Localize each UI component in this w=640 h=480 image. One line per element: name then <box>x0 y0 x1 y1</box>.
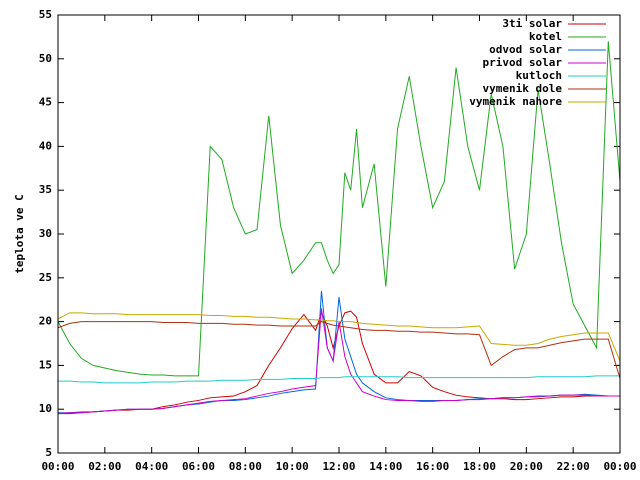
x-tick-label: 00:00 <box>603 460 636 473</box>
legend-label: vymenik nahore <box>469 95 562 108</box>
y-tick-label: 20 <box>39 315 52 328</box>
x-tick-label: 14:00 <box>369 460 402 473</box>
x-tick-label: 12:00 <box>322 460 355 473</box>
y-tick-label: 15 <box>39 358 52 371</box>
y-tick-label: 40 <box>39 139 52 152</box>
series-line <box>57 41 621 377</box>
plot-frame <box>57 14 621 454</box>
x-tick-label: 18:00 <box>463 460 496 473</box>
x-tick-label: 08:00 <box>229 460 262 473</box>
y-tick-label: 30 <box>39 227 52 240</box>
legend-label: kotel <box>529 30 562 43</box>
legend-label: kutloch <box>516 69 562 82</box>
x-tick-label: 20:00 <box>510 460 543 473</box>
series-line <box>57 321 621 379</box>
x-tick-label: 06:00 <box>182 460 215 473</box>
y-tick-label: 50 <box>39 52 52 65</box>
legend-label: odvod solar <box>489 43 562 56</box>
series-line <box>58 375 620 384</box>
y-tick-label: 25 <box>39 271 52 284</box>
legend-label: 3ti solar <box>502 17 562 30</box>
x-tick-label: 02:00 <box>88 460 121 473</box>
y-tick-label: 45 <box>39 96 52 109</box>
y-tick-label: 10 <box>39 402 52 415</box>
series-line <box>57 312 621 362</box>
x-tick-label: 10:00 <box>276 460 309 473</box>
y-tick-label: 35 <box>39 183 52 196</box>
x-tick-label: 04:00 <box>135 460 168 473</box>
y-tick-label: 55 <box>39 8 52 21</box>
x-tick-label: 00:00 <box>41 460 74 473</box>
x-tick-label: 16:00 <box>416 460 449 473</box>
legend-label: privod solar <box>483 56 563 69</box>
y-axis-label: teplota ve C <box>13 194 26 273</box>
y-tick-label: 5 <box>45 446 52 459</box>
x-tick-label: 22:00 <box>557 460 590 473</box>
legend-label: vymenik dole <box>483 82 563 95</box>
